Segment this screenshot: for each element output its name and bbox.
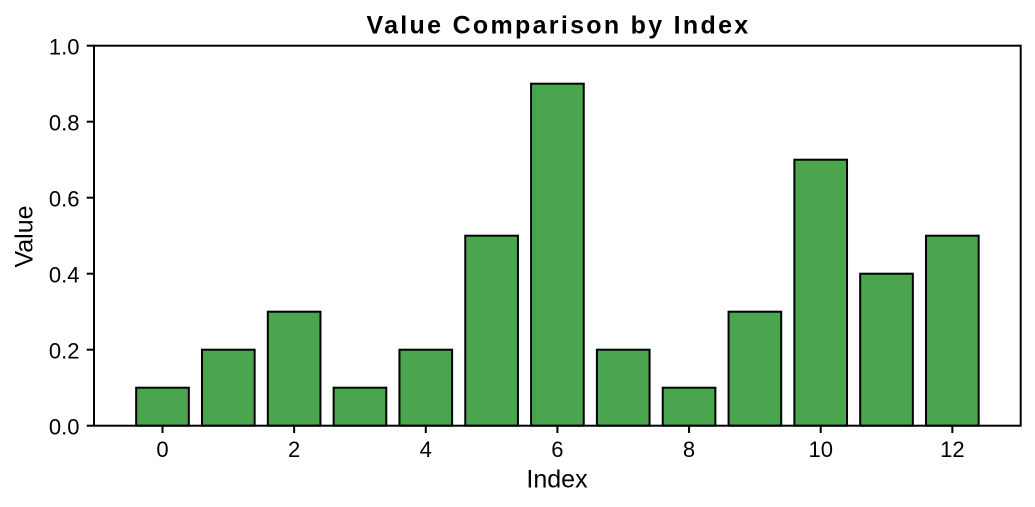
svg-text:0: 0	[156, 437, 168, 462]
svg-text:0.6: 0.6	[49, 187, 80, 212]
svg-text:Value Comparison by Index: Value Comparison by Index	[367, 12, 751, 40]
svg-text:8: 8	[683, 437, 695, 462]
svg-text:10: 10	[808, 437, 832, 462]
svg-text:2: 2	[288, 437, 300, 462]
svg-text:Value: Value	[11, 205, 39, 267]
svg-text:12: 12	[940, 437, 964, 462]
svg-text:0.8: 0.8	[49, 111, 80, 136]
svg-text:Index: Index	[526, 466, 588, 494]
svg-text:0.0: 0.0	[49, 415, 80, 440]
svg-text:0.2: 0.2	[49, 339, 80, 364]
svg-text:1.0: 1.0	[49, 35, 80, 60]
svg-text:6: 6	[551, 437, 563, 462]
svg-text:0.4: 0.4	[49, 263, 80, 288]
svg-text:4: 4	[420, 437, 432, 462]
